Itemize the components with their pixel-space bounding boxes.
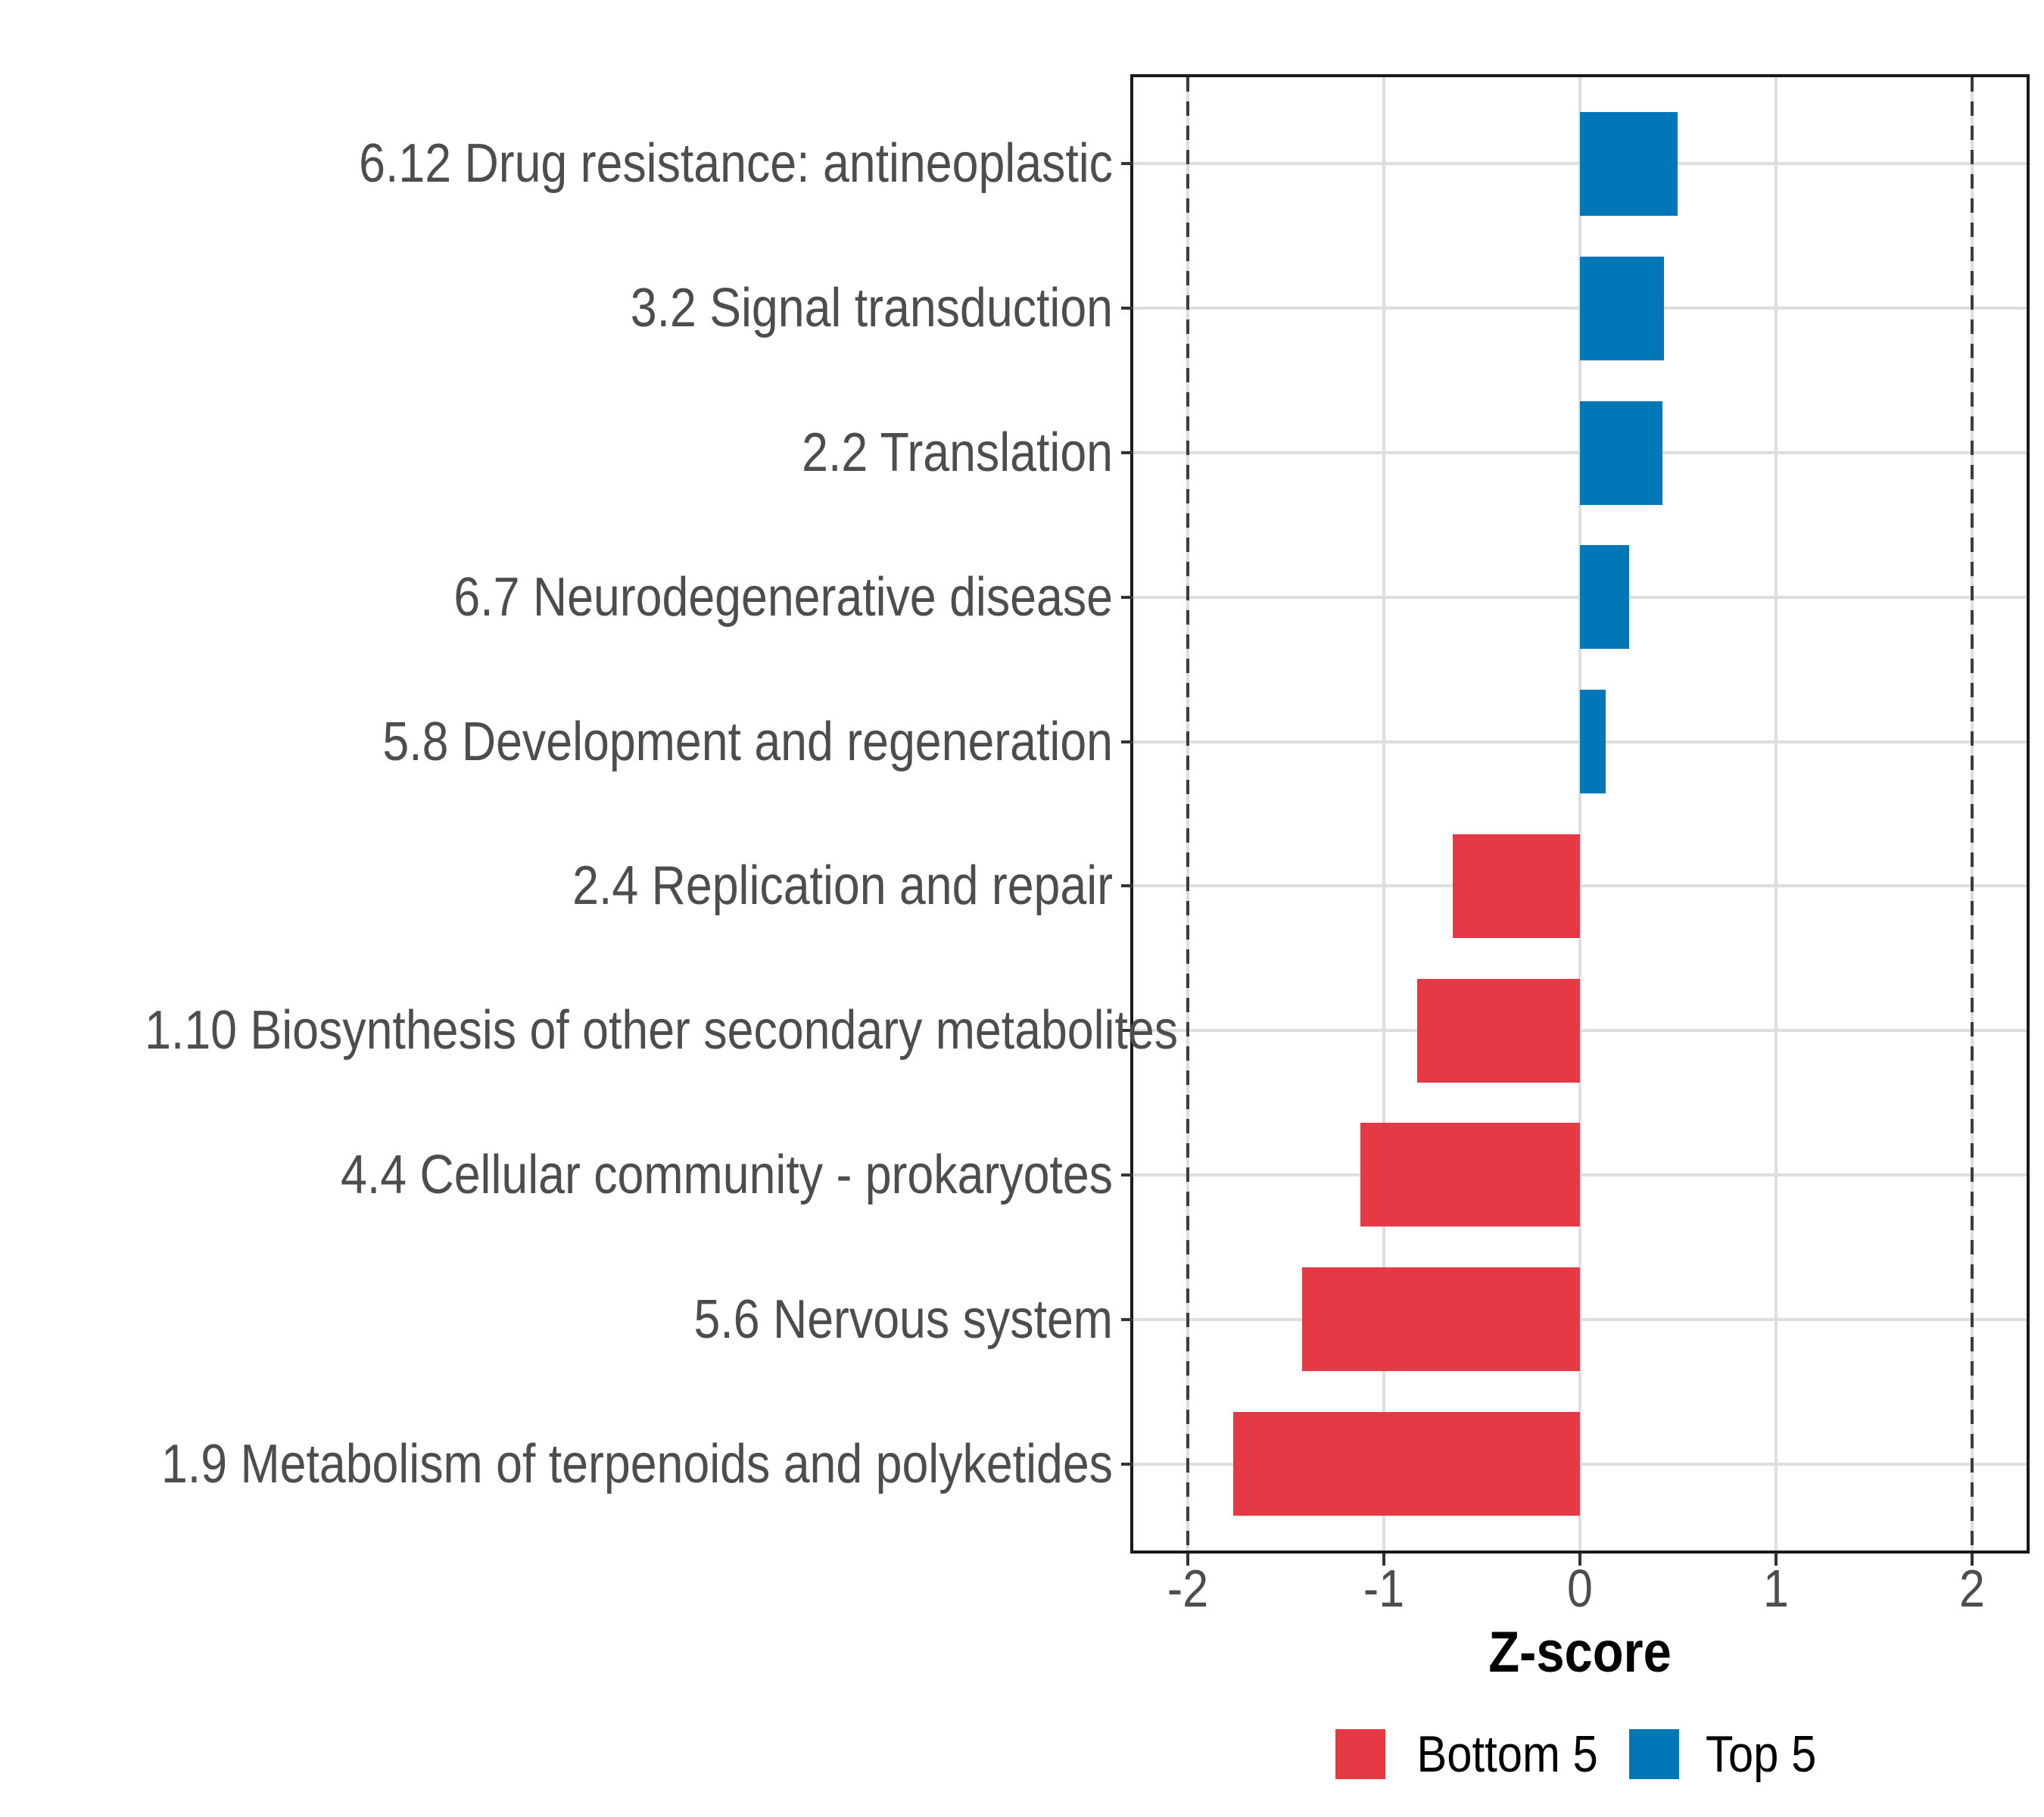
x-axis-tick-label: 0 <box>1567 1559 1593 1618</box>
plot-panel <box>1130 74 2030 1554</box>
x-gridline <box>1774 77 1778 1551</box>
x-axis-tick-label: -1 <box>1363 1559 1405 1618</box>
bar-top5 <box>1580 545 1629 650</box>
y-axis-label: 4.4 Cellular community - prokaryotes <box>340 1144 1113 1205</box>
y-axis-tick <box>1121 740 1133 743</box>
bar-top5 <box>1580 400 1662 505</box>
bar-bottom5 <box>1452 834 1580 938</box>
x-gridline <box>1578 77 1581 1551</box>
y-axis-label: 5.6 Nervous system <box>693 1289 1113 1350</box>
x-axis-tick <box>1774 1554 1778 1566</box>
legend-label: Top 5 <box>1706 1725 1817 1783</box>
y-axis-tick <box>1121 1462 1133 1466</box>
legend-label: Bottom 5 <box>1416 1725 1599 1783</box>
x-axis-title: Z-score <box>1488 1620 1672 1685</box>
legend-key-bottom-5 <box>1335 1729 1386 1779</box>
bar-top5 <box>1580 690 1606 794</box>
y-gridline <box>1133 1173 2027 1177</box>
reference-line-dashed <box>1186 77 1190 1551</box>
y-gridline <box>1133 1462 2027 1466</box>
y-axis-label: 1.9 Metabolism of terpenoids and polyket… <box>160 1433 1114 1494</box>
y-gridline <box>1133 1317 2027 1321</box>
legend: Bottom 5 Top 5 <box>1133 1727 2027 1781</box>
y-axis-label: 2.4 Replication and repair <box>572 856 1113 917</box>
y-axis-label: 3.2 Signal transduction <box>630 278 1113 339</box>
x-gridline <box>1382 77 1386 1551</box>
y-axis-label: 2.2 Translation <box>802 422 1113 484</box>
y-axis-label: 5.8 Development and regeneration <box>382 711 1113 772</box>
legend-key-top-5 <box>1629 1729 1680 1779</box>
x-axis-tick <box>1970 1554 1974 1566</box>
bar-top5 <box>1580 111 1678 216</box>
y-axis-tick <box>1121 884 1133 888</box>
y-gridline <box>1133 884 2027 888</box>
y-axis-tick <box>1121 451 1133 455</box>
bar-bottom5 <box>1301 1267 1580 1372</box>
y-gridline <box>1133 1029 2027 1033</box>
x-axis-tick <box>1382 1554 1386 1566</box>
x-axis-tick-label: 1 <box>1762 1559 1789 1618</box>
bar-bottom5 <box>1232 1412 1580 1516</box>
y-axis-label: 6.7 Neurodegenerative disease <box>453 566 1113 628</box>
y-axis-tick <box>1121 307 1133 310</box>
x-axis-tick <box>1186 1554 1190 1566</box>
y-axis-tick <box>1121 162 1133 166</box>
y-axis-tick <box>1121 1173 1133 1177</box>
x-axis-tick-label: -2 <box>1167 1559 1209 1618</box>
y-axis-tick <box>1121 1317 1133 1321</box>
y-axis-label: 6.12 Drug resistance: antineoplastic <box>359 133 1113 195</box>
bar-bottom5 <box>1360 1123 1580 1227</box>
y-axis-tick <box>1121 595 1133 599</box>
y-axis-label: 1.10 Biosynthesis of other secondary met… <box>145 1000 1179 1061</box>
y-axis-tick <box>1121 1029 1133 1033</box>
x-axis-tick-label: 2 <box>1958 1559 1985 1618</box>
x-axis-tick <box>1578 1554 1581 1566</box>
bar-top5 <box>1580 256 1665 360</box>
bar-bottom5 <box>1417 978 1580 1083</box>
reference-line-dashed <box>1970 77 1974 1551</box>
